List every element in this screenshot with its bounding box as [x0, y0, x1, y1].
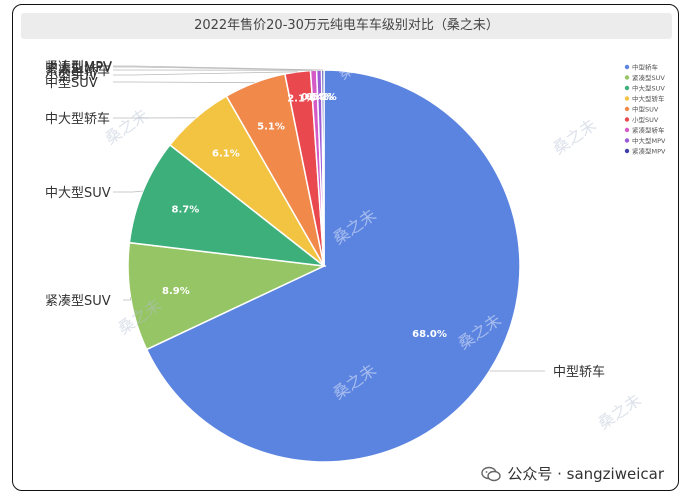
legend-entry: 中大型MPV [632, 136, 666, 145]
legend-marker [624, 64, 630, 70]
data-label: 5.1% [257, 122, 285, 133]
legend-marker [624, 117, 630, 122]
legend-entry: 紧凑型MPV [632, 147, 666, 156]
legend-entry: 中型轿车 [632, 63, 659, 72]
chart-frame: 2022年售价20-30万元纯电车车级别对比（桑之未） 68.0% 8.9% 8.7… [12, 4, 679, 491]
legend-entry: 中大型SUV [632, 84, 665, 93]
data-label: 8.7% [172, 205, 200, 216]
leader-line [113, 81, 255, 84]
data-label: 8.9% [162, 286, 190, 297]
leader-line [113, 71, 298, 76]
legend-marker [624, 75, 630, 80]
chart-title: 2022年售价20-30万元纯电车车级别对比（桑之未） [21, 13, 672, 39]
category-label: 中型轿车 [553, 364, 605, 380]
legend-marker [624, 148, 630, 154]
legend-marker [624, 96, 630, 101]
data-label: 0.2% [309, 92, 337, 103]
pie-chart: 68.0% 8.9% 8.7% 6.1% 5.1% 2.1%0.5%0.4%0.2% 中型轿… [45, 40, 666, 463]
data-label: 0.4% [306, 92, 334, 103]
pie-slice [128, 143, 327, 268]
pie-slice [145, 69, 521, 463]
legend-marker [624, 138, 630, 143]
legend-entry: 紧凑型SUV [632, 73, 665, 82]
legend-marker [624, 127, 630, 133]
data-label: 68.0% [412, 329, 447, 340]
category-label: 中大型MPV [45, 61, 112, 76]
leader-line [123, 297, 131, 301]
category-label: 小型SUV [45, 69, 98, 84]
category-label: 紧凑型轿车 [45, 63, 110, 79]
legend-marker [624, 106, 630, 112]
category-label: 紧凑型SUV [45, 294, 111, 309]
data-label: 0.5% [301, 92, 329, 103]
footer: 公众号 · sangziweicar [481, 463, 664, 484]
leader-line [113, 190, 143, 193]
category-label: 紧凑型MPV [45, 60, 112, 75]
watermark: 桑之未 [549, 115, 599, 158]
pie-slice [127, 241, 327, 351]
category-label: 中大型轿车 [45, 111, 110, 127]
data-label: 6.1% [212, 149, 240, 160]
category-label: 中大型SUV [45, 186, 111, 201]
wechat-icon [481, 466, 502, 481]
category-label: 中型SUV [45, 76, 98, 91]
leader-line [113, 65, 323, 71]
legend-entry: 小型SUV [632, 115, 659, 124]
data-label: 2.1% [287, 94, 315, 105]
legend-entry: 紧凑型轿车 [632, 126, 665, 135]
legend-entry: 中大型轿车 [632, 94, 665, 103]
legend-entry: 中型SUV [632, 105, 659, 114]
watermark: 桑之未 [594, 390, 644, 433]
footer-text: 公众号 · sangziweicar [507, 465, 664, 483]
legend-marker [624, 85, 630, 91]
leader-line [113, 66, 320, 71]
